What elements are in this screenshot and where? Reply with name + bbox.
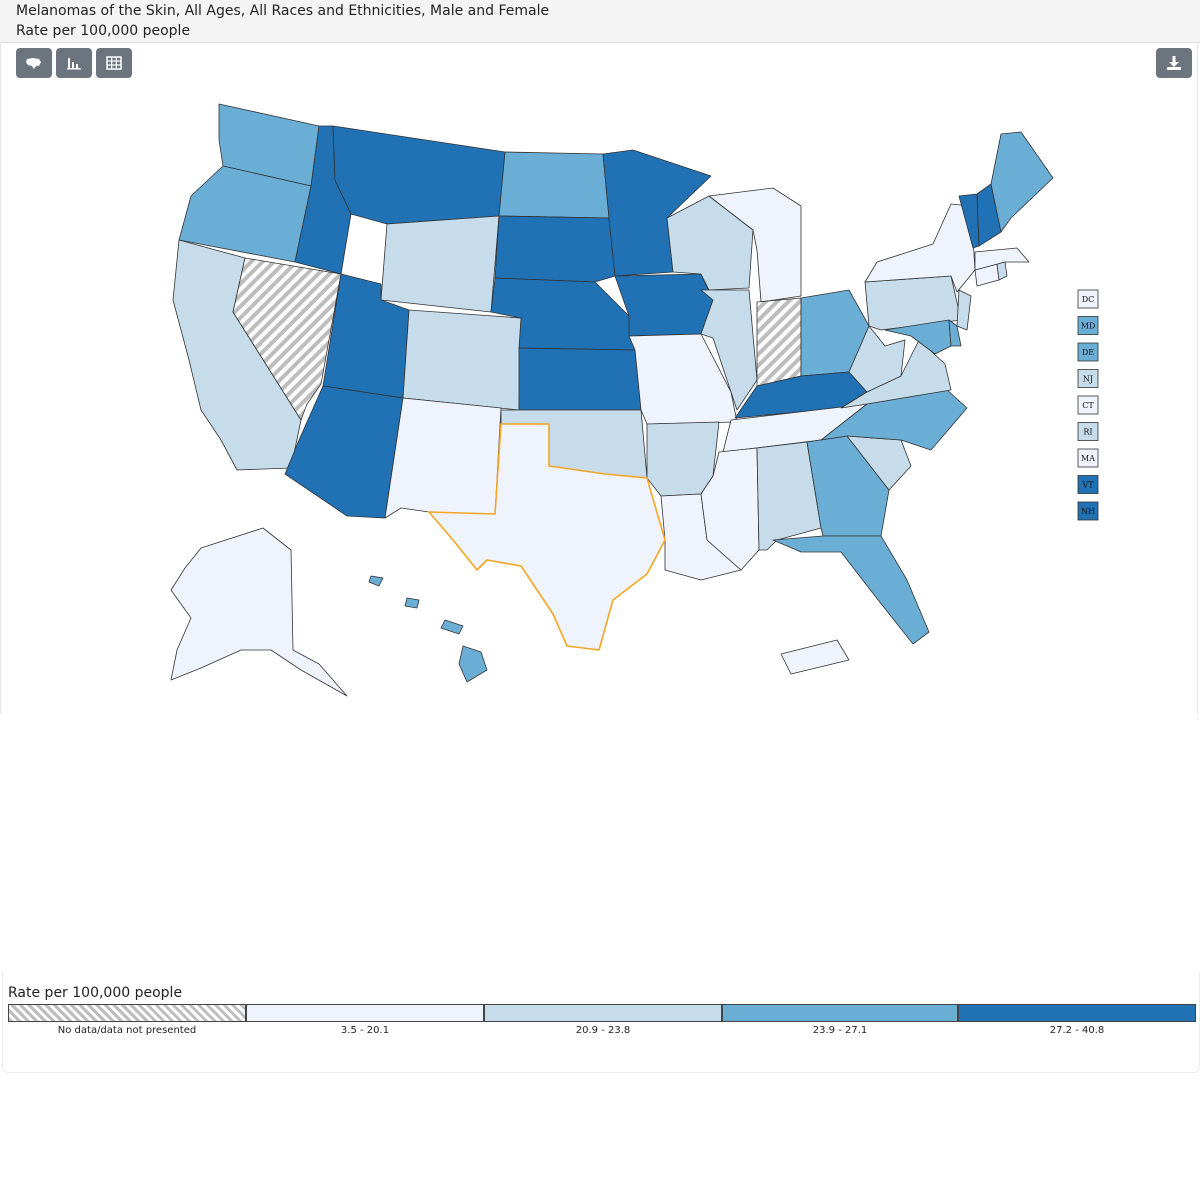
state-OR[interactable] bbox=[178, 165, 312, 263]
small-state-box-RI[interactable]: RI bbox=[1077, 422, 1099, 441]
small-state-swatch bbox=[1077, 342, 1099, 362]
legend-label-range-4: 27.2 - 40.8 bbox=[1049, 1025, 1105, 1036]
bar-chart-icon bbox=[67, 58, 81, 70]
download-icon bbox=[1167, 56, 1181, 70]
state-IL[interactable] bbox=[700, 289, 758, 411]
legend-swatch-range-4 bbox=[958, 1004, 1196, 1022]
small-state-label: DE bbox=[1082, 348, 1094, 357]
map-view-button[interactable] bbox=[16, 48, 52, 78]
table-view-button[interactable] bbox=[96, 48, 132, 78]
small-state-label: CT bbox=[1082, 401, 1094, 410]
state-CO[interactable] bbox=[402, 309, 522, 411]
chart-header: Melanomas of the Skin, All Ages, All Rac… bbox=[0, 0, 1200, 43]
state-TX[interactable] bbox=[428, 423, 666, 651]
state-IN[interactable] bbox=[756, 297, 802, 387]
legend-label-range-1: 3.5 - 20.1 bbox=[340, 1025, 390, 1036]
state-MA[interactable] bbox=[974, 247, 1030, 271]
small-state-swatch bbox=[1077, 422, 1099, 441]
small-state-swatch bbox=[1077, 289, 1099, 309]
legend-swatch-nodata bbox=[8, 1004, 246, 1022]
download-button[interactable] bbox=[1156, 48, 1192, 78]
small-state-label: MA bbox=[1081, 454, 1095, 463]
state-NJ[interactable] bbox=[956, 289, 972, 331]
small-state-box-CT[interactable]: CT bbox=[1077, 395, 1099, 415]
small-state-label: NH bbox=[1081, 507, 1095, 516]
state-MD[interactable] bbox=[884, 319, 952, 355]
state-ND[interactable] bbox=[498, 151, 610, 219]
small-state-label: RI bbox=[1083, 428, 1092, 437]
us-map-icon bbox=[26, 58, 41, 69]
chart-view-button[interactable] bbox=[56, 48, 92, 78]
state-WY[interactable] bbox=[380, 215, 500, 313]
legend-title: Rate per 100,000 people bbox=[8, 985, 183, 1001]
small-state-box-DE[interactable]: DE bbox=[1077, 342, 1099, 362]
small-state-swatch bbox=[1077, 501, 1099, 521]
legend-swatch-range-2 bbox=[484, 1004, 722, 1022]
state-PR[interactable] bbox=[780, 639, 850, 675]
state-ME[interactable] bbox=[990, 131, 1054, 233]
small-state-box-MD[interactable]: MD bbox=[1077, 316, 1099, 335]
small-state-box-NH[interactable]: NH bbox=[1077, 501, 1099, 521]
state-MT[interactable] bbox=[332, 125, 506, 225]
legend-swatch-range-1 bbox=[246, 1004, 484, 1022]
state-HI[interactable] bbox=[368, 575, 488, 683]
small-state-swatch bbox=[1077, 316, 1099, 335]
table-icon bbox=[106, 56, 122, 70]
legend-label-nodata: No data/data not presented bbox=[57, 1025, 197, 1036]
small-state-label: NJ bbox=[1083, 375, 1093, 384]
state-KS[interactable] bbox=[518, 347, 642, 411]
state-NM[interactable] bbox=[384, 397, 502, 519]
small-state-box-DC[interactable]: DC bbox=[1077, 289, 1099, 309]
state-AK[interactable] bbox=[170, 527, 348, 697]
map-title: Melanomas of the Skin, All Ages, All Rac… bbox=[16, 3, 550, 19]
small-state-label: DC bbox=[1082, 295, 1095, 304]
small-state-box-VT[interactable]: VT bbox=[1077, 475, 1099, 494]
map-subtitle: Rate per 100,000 people bbox=[16, 23, 191, 39]
small-state-swatch bbox=[1077, 369, 1099, 388]
small-state-swatch bbox=[1077, 475, 1099, 494]
small-state-label: MD bbox=[1081, 322, 1096, 331]
state-SD[interactable] bbox=[494, 215, 616, 283]
state-MI[interactable] bbox=[708, 187, 802, 303]
map-panel: DC MD DE NJ CT RI MA VT NH bbox=[0, 42, 1198, 714]
small-state-box-NJ[interactable]: NJ bbox=[1077, 369, 1099, 388]
legend-swatch-range-3 bbox=[722, 1004, 958, 1022]
state-FL[interactable] bbox=[772, 535, 930, 645]
small-state-box-MA[interactable]: MA bbox=[1077, 448, 1099, 468]
us-choropleth-map: DC MD DE NJ CT RI MA VT NH bbox=[170, 103, 1099, 697]
state-DE[interactable] bbox=[948, 319, 962, 347]
state-RI[interactable] bbox=[996, 261, 1008, 281]
small-state-swatch bbox=[1077, 395, 1099, 415]
legend-label-range-3: 23.9 - 27.1 bbox=[812, 1025, 868, 1036]
state-IA[interactable] bbox=[614, 273, 714, 337]
legend-label-range-2: 20.9 - 23.8 bbox=[575, 1025, 631, 1036]
small-state-label: VT bbox=[1081, 481, 1094, 490]
small-state-swatch bbox=[1077, 448, 1099, 468]
